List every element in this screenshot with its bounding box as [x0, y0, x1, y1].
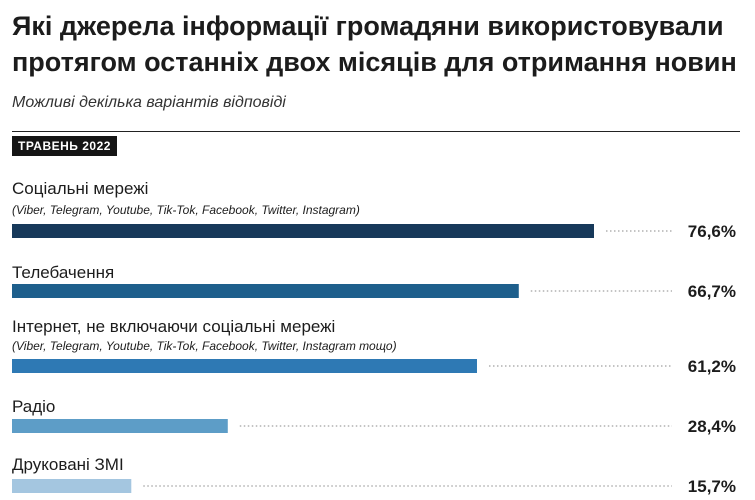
bar	[12, 419, 228, 433]
bar	[12, 479, 132, 493]
chart-subtitle: Можливі декілька варіантів відповіді	[12, 94, 286, 111]
category-label: Інтернет, не включаючи соціальні мережі	[12, 317, 335, 336]
value-label: 28,4%	[688, 417, 736, 436]
category-note: (Viber, Telegram, Youtube, Tik-Tok, Face…	[12, 339, 397, 353]
category-label: Соціальні мережі	[12, 179, 148, 198]
chart-title: Які джерела інформації громадяни викорис…	[12, 11, 737, 77]
bar	[12, 359, 477, 373]
value-label: 66,7%	[688, 282, 736, 301]
bar	[12, 284, 519, 298]
category-label: Телебачення	[12, 263, 114, 282]
bar	[12, 224, 594, 238]
period-tag: ТРАВЕНЬ 2022	[12, 136, 117, 156]
category-note: (Viber, Telegram, Youtube, Tik-Tok, Face…	[12, 203, 360, 217]
value-label: 76,6%	[688, 222, 736, 241]
value-label: 61,2%	[688, 357, 736, 376]
category-label: Радіо	[12, 397, 55, 416]
category-label: Друковані ЗМІ	[12, 455, 124, 474]
value-label: 15,7%	[688, 477, 736, 496]
divider	[12, 131, 740, 132]
